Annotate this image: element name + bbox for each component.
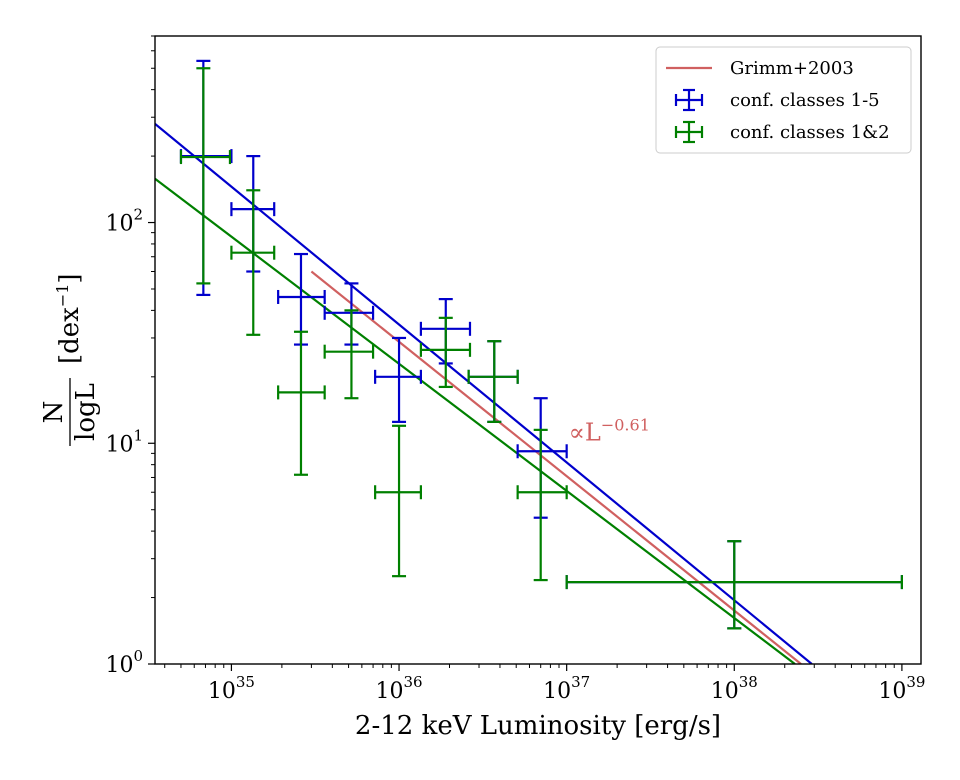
fit-line-1 (155, 122, 813, 664)
legend-box (655, 46, 912, 154)
errorbar-point-s1-p3 (323, 309, 375, 400)
axis-tick-labels: 1035 1036 1037 1038 1039 100 101 102 (105, 206, 925, 704)
errorbar-point-s1-p5 (419, 316, 472, 389)
errorbar-point-s1-p1 (230, 189, 276, 336)
errorbar-point-s1-p2 (277, 330, 326, 476)
plot-frame (154, 35, 922, 665)
legend-entry-1: conf. classes 1-5 (674, 88, 880, 112)
errorbar-point-s1-p4 (374, 424, 422, 578)
y-tick-label-0: 100 (105, 647, 143, 678)
y-label-unit: [dex−1] (53, 273, 85, 364)
legend-label-0: Grimm+2003 (730, 58, 854, 79)
y-axis-label: N logL [dex−1] (39, 273, 101, 446)
errorbar-point-s1-p0 (179, 67, 232, 285)
power-law-annotation: ∝L−0.61 (569, 416, 650, 447)
legend-label-2: conf. classes 1&2 (730, 122, 890, 143)
legend-entry-0: Grimm+2003 (666, 58, 854, 79)
errorbar-point-s0-p2 (277, 252, 326, 346)
y-tick-label-2: 102 (105, 206, 143, 237)
error-bars (179, 59, 904, 630)
legend-label-1: conf. classes 1-5 (730, 90, 880, 111)
errorbar-point-s1-p6 (467, 340, 519, 423)
y-tick-label-1: 101 (105, 426, 143, 457)
x-tick-label-4: 1039 (878, 673, 925, 704)
legend-errorbar-swatch (674, 88, 704, 112)
x-tick-label-0: 1035 (208, 673, 255, 704)
y-label-numerator: N (39, 401, 69, 424)
errorbar-point-s1-p8 (565, 540, 904, 630)
legend-entry-2: conf. classes 1&2 (674, 120, 890, 144)
errorbar-point-s1-p7 (516, 428, 568, 582)
x-axis-label: 2-12 keV Luminosity [erg/s] (355, 711, 721, 741)
x-tick-label-1: 1036 (375, 673, 422, 704)
legend-errorbar-swatch (674, 120, 704, 144)
legend: Grimm+2003 conf. classes 1-5 conf. classes… (655, 46, 912, 154)
errorbar-point-s0-p4 (374, 336, 422, 423)
y-label-denominator: logL (71, 383, 101, 441)
axis-ticks (148, 35, 903, 671)
x-tick-label-3: 1038 (711, 673, 758, 704)
x-tick-label-2: 1037 (543, 673, 590, 704)
